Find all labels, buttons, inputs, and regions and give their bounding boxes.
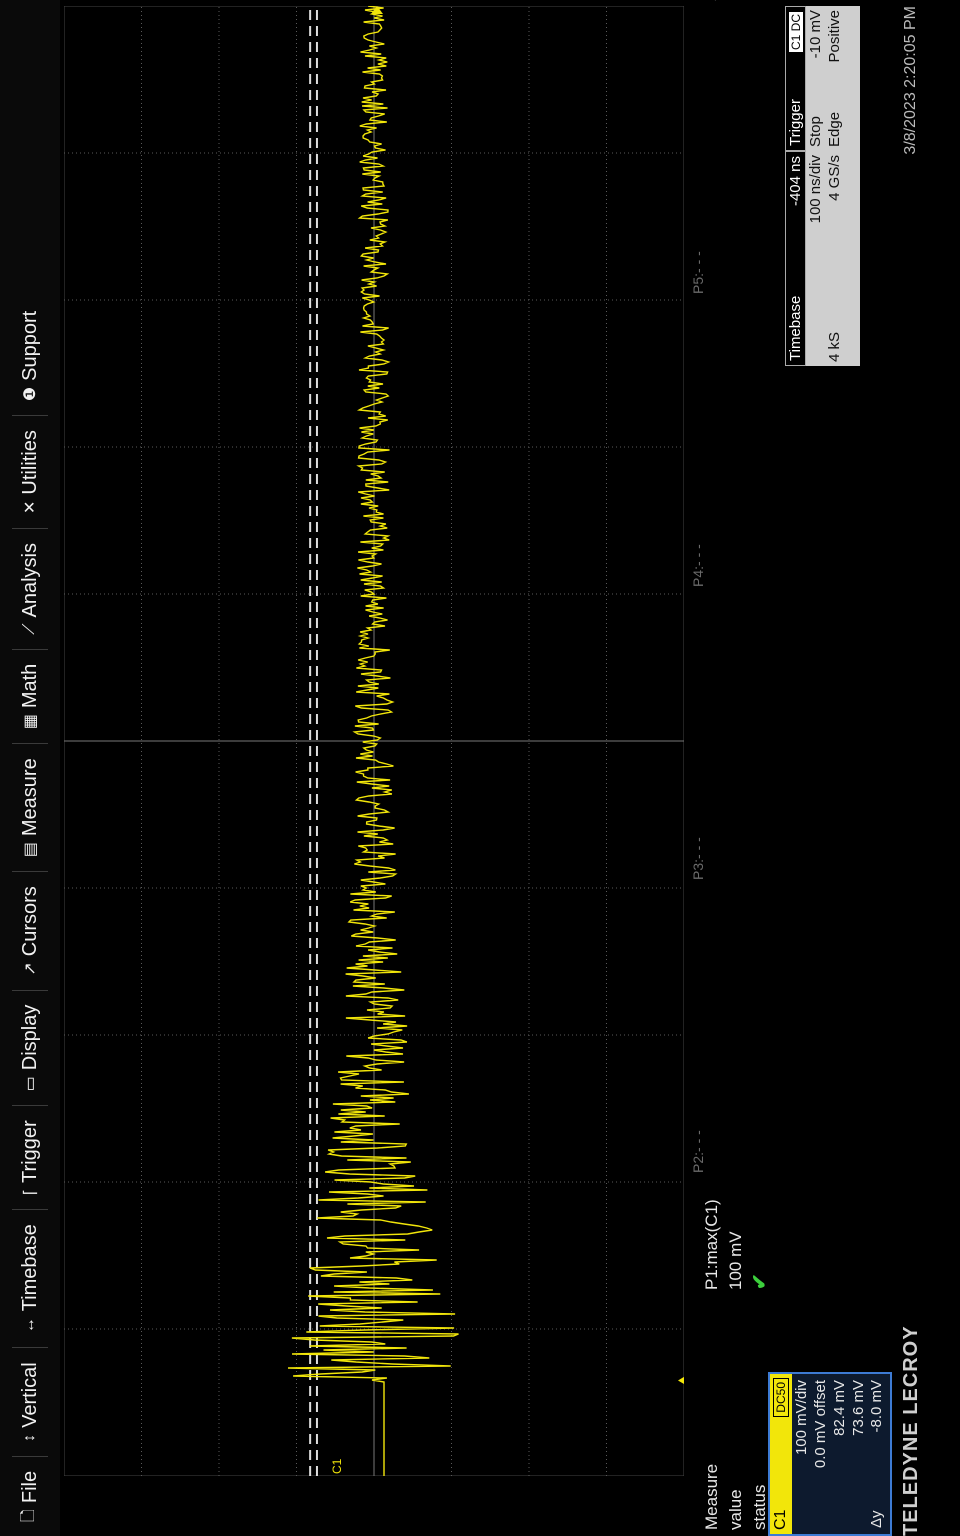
timebase-samples: 4 kS xyxy=(826,331,843,362)
timebase-tdiv: 100 ns/div xyxy=(807,155,824,224)
c1-delta-y: Δy -8.0 mV xyxy=(868,1374,887,1534)
c1-cursor2: 73.6 mV xyxy=(850,1380,867,1436)
analysis-icon: ⟋ xyxy=(21,623,38,635)
p1-name: P1:max(C1) xyxy=(702,1199,721,1290)
trigger-position-marker xyxy=(678,1374,684,1387)
timebase-label: Timebase xyxy=(787,295,804,361)
measure-panel[interactable]: Measure value status xyxy=(700,1276,770,1536)
menu-label: Timebase xyxy=(18,1224,41,1312)
timebase-row-1: 100 ns/div xyxy=(806,151,825,366)
p1-status: ✔ xyxy=(748,1136,772,1296)
menu-label: File xyxy=(18,1470,41,1504)
trigger-level-marker xyxy=(371,6,383,14)
trigger-source-badge: C1 DC xyxy=(787,11,804,54)
c1-label: C1 xyxy=(772,1509,789,1530)
coupling-badge: DC50 xyxy=(773,1378,789,1417)
trigger-row-1: Stop -10 mV xyxy=(806,6,825,151)
trigger-mode: Stop xyxy=(807,116,824,147)
waveform-trace xyxy=(287,6,459,1476)
waveform-grid xyxy=(64,6,684,1476)
menu-cursors[interactable]: ↗ Cursors xyxy=(12,871,48,990)
menu-label: Math xyxy=(18,663,41,709)
brand-logo: TELEDYNE LECROY xyxy=(900,1325,922,1536)
timebase-header: Timebase -404 ns xyxy=(785,151,806,366)
waveform-display[interactable] xyxy=(64,6,684,1476)
menu-file[interactable]: 🗋 File xyxy=(12,1455,48,1536)
channel-c1-descriptor[interactable]: C1 DC50 100 mV/div 0.0 mV offset 82.4 mV… xyxy=(768,1372,892,1536)
menu-math[interactable]: ▦ Math xyxy=(12,648,48,744)
menu-label: Trigger xyxy=(18,1120,41,1183)
menu-label: Analysis xyxy=(18,543,41,618)
menu-support[interactable]: ❶ Support xyxy=(12,297,48,415)
parameter-slot[interactable]: P4:- - - xyxy=(690,544,706,587)
vertical-arrows-icon: ↕ xyxy=(21,1433,38,1442)
horizontal-arrows-icon: ↔ xyxy=(21,1317,38,1334)
math-icon: ▦ xyxy=(22,714,39,730)
dy-label: Δy xyxy=(868,1510,885,1528)
menu-display[interactable]: ▭ Display xyxy=(12,989,48,1106)
date-time: 3/8/2023 2:20:05 PM xyxy=(902,6,919,155)
cursor-icon: ↗ xyxy=(22,962,39,976)
trigger-level: -10 mV xyxy=(807,10,824,59)
trigger-header: Trigger C1 DC xyxy=(785,6,806,151)
timebase-rate: 4 GS/s xyxy=(826,155,843,201)
dy-value: -8.0 mV xyxy=(868,1380,885,1433)
parameter-slot[interactable]: P3:- - - xyxy=(690,837,706,880)
channel-marker: C1 xyxy=(330,1458,344,1474)
measure-icon: ▤ xyxy=(22,842,39,858)
trigger-slope: Positive xyxy=(826,10,843,63)
menu-analysis[interactable]: ⟋ Analysis xyxy=(12,528,48,649)
trigger-icon: ⌈ xyxy=(22,1188,39,1196)
menu-label: Utilities xyxy=(18,430,41,495)
trigger-type: Edge xyxy=(826,111,843,147)
timebase-row-2: 4 kS 4 GS/s xyxy=(825,151,844,366)
timebase-delay: -404 ns xyxy=(787,156,804,207)
p1-value: 100 mV xyxy=(726,1231,745,1290)
menu-label: Cursors xyxy=(18,886,41,957)
menu-label: Measure xyxy=(18,758,41,837)
c1-offset: 0.0 mV offset xyxy=(812,1380,829,1469)
display-icon: ▭ xyxy=(22,1076,39,1092)
menu-timebase[interactable]: ↔ Timebase xyxy=(12,1209,48,1348)
file-icon: 🗋 xyxy=(19,1509,37,1522)
trigger-label: Trigger xyxy=(787,99,804,146)
c1-vdiv: 100 mV/div xyxy=(793,1380,810,1456)
trigger-descriptor[interactable]: Trigger C1 DC Stop -10 mV Edge Positive xyxy=(785,6,860,151)
c1-cursor1: 82.4 mV xyxy=(831,1380,848,1436)
menu-measure[interactable]: ▤ Measure xyxy=(12,743,48,872)
menu-label: Vertical xyxy=(18,1362,41,1428)
support-icon: ❶ xyxy=(22,386,39,402)
parameter-slot[interactable]: P5:- - - xyxy=(690,251,706,294)
check-icon: ✔ xyxy=(749,1273,771,1290)
timebase-descriptor[interactable]: Timebase -404 ns 100 ns/div 4 kS 4 GS/s xyxy=(785,151,860,366)
menu-bar: 🗋 File ↕ Vertical ↔ Timebase ⌈ Trigger ▭ Display ↗… xyxy=(0,0,60,1536)
menu-trigger[interactable]: ⌈ Trigger xyxy=(12,1105,48,1210)
utilities-icon: ✕ xyxy=(22,500,39,515)
c1-header: C1 DC50 xyxy=(770,1374,792,1534)
menu-label: Support xyxy=(18,310,41,381)
menu-label: Display xyxy=(18,1004,41,1071)
p1-measurement[interactable]: P1:max(C1) 100 mV ✔ xyxy=(700,1136,772,1296)
menu-utilities[interactable]: ✕ Utilities xyxy=(12,415,48,529)
parameter-slot[interactable]: P6:- - - xyxy=(690,0,722,1)
menu-vertical[interactable]: ↕ Vertical xyxy=(12,1347,48,1456)
measure-header: Measure xyxy=(702,1463,721,1530)
measure-row-value: value xyxy=(726,1489,745,1530)
trigger-row-2: Edge Positive xyxy=(825,6,844,151)
